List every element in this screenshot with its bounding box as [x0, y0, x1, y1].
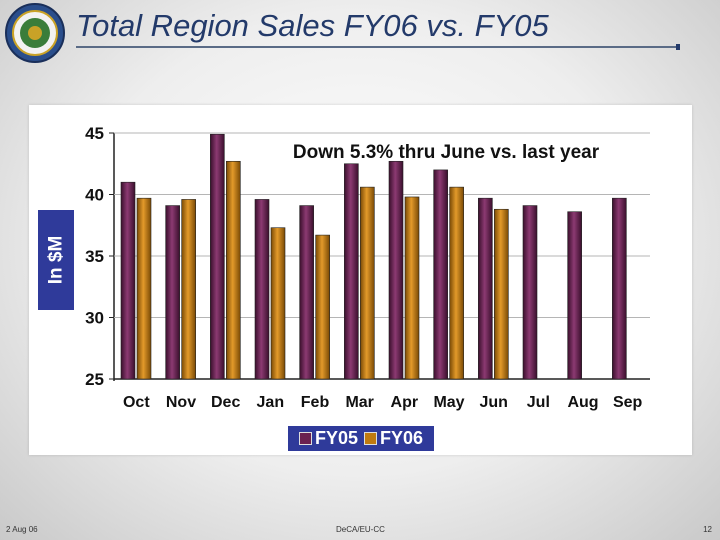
x-tick-label-oct: Oct	[123, 394, 150, 411]
chart-annotation: Down 5.3% thru June vs. last year	[293, 142, 600, 163]
x-tick-label-apr: Apr	[391, 394, 419, 411]
footer-center: DeCA/EU-CC	[336, 525, 385, 534]
x-tick-label-may: May	[433, 394, 464, 411]
bars	[120, 133, 627, 380]
x-tick-label-jan: Jan	[257, 394, 285, 411]
bar-fy05-may	[433, 169, 448, 380]
x-tick-label-dec: Dec	[211, 394, 240, 411]
bar-fy06-feb	[315, 234, 330, 380]
bar-fy05-mar	[344, 163, 359, 380]
legend-label-fy05: FY05	[314, 428, 358, 448]
bar-fy05-jun	[478, 197, 493, 380]
bar-fy05-jan	[254, 199, 270, 380]
x-tick-label-nov: Nov	[166, 394, 196, 411]
y-tick-label: 35	[85, 247, 104, 266]
bar-fy06-mar	[360, 186, 375, 380]
y-tick-label: 30	[85, 309, 104, 328]
y-axis-label: In $M	[45, 235, 66, 285]
gridlines	[113, 132, 650, 381]
y-tick-label: 45	[85, 124, 104, 143]
bar-fy06-may	[449, 186, 464, 380]
footer-date: 2 Aug 06	[6, 525, 38, 534]
bar-fy05-jul	[522, 205, 538, 380]
bar-fy06-oct	[136, 197, 152, 380]
bar-fy05-dec	[210, 133, 225, 380]
bar-fy05-nov	[165, 205, 180, 380]
y-axis-label-box: In $M	[38, 210, 74, 310]
bar-fy05-apr	[388, 160, 404, 380]
bar-fy06-jun	[494, 208, 509, 380]
x-tick-label-jul: Jul	[527, 394, 550, 411]
x-tick-label-aug: Aug	[567, 394, 598, 411]
x-tick-label-mar: Mar	[345, 394, 373, 411]
legend-swatch-fy05	[298, 432, 312, 445]
legend-item-fy05: FY05	[298, 428, 358, 449]
chart-legend: FY05 FY06	[288, 426, 434, 451]
bar-fy06-jan	[270, 227, 286, 380]
bar-fy05-oct	[120, 181, 136, 380]
x-tick-label-jun: Jun	[479, 394, 507, 411]
bar-fy06-apr	[404, 196, 420, 380]
bar-fy05-sep	[612, 197, 627, 380]
y-axis-ticks: 25 30 35 40 45	[85, 124, 114, 389]
slide-title: Total Region Sales FY06 vs. FY05	[76, 8, 549, 43]
deca-seal-logo	[5, 3, 65, 63]
legend-swatch-fy06	[364, 432, 377, 445]
bar-fy05-feb	[299, 205, 314, 380]
title-underline	[76, 44, 680, 50]
legend-item-fy06: FY06	[364, 428, 423, 449]
legend-label-fy06: FY06	[380, 428, 424, 448]
x-tick-label-sep: Sep	[613, 394, 643, 411]
y-tick-label: 40	[85, 186, 104, 205]
bar-fy06-dec	[226, 160, 241, 380]
x-axis-ticks: Oct Nov Dec Jan Feb Mar Apr May Jun Jul Aug Sep	[123, 394, 643, 411]
page-number: 12	[703, 525, 712, 534]
y-tick-label: 25	[85, 370, 104, 389]
x-tick-label-feb: Feb	[301, 394, 330, 411]
bar-fy05-aug	[567, 211, 582, 380]
bar-fy06-nov	[181, 199, 196, 380]
